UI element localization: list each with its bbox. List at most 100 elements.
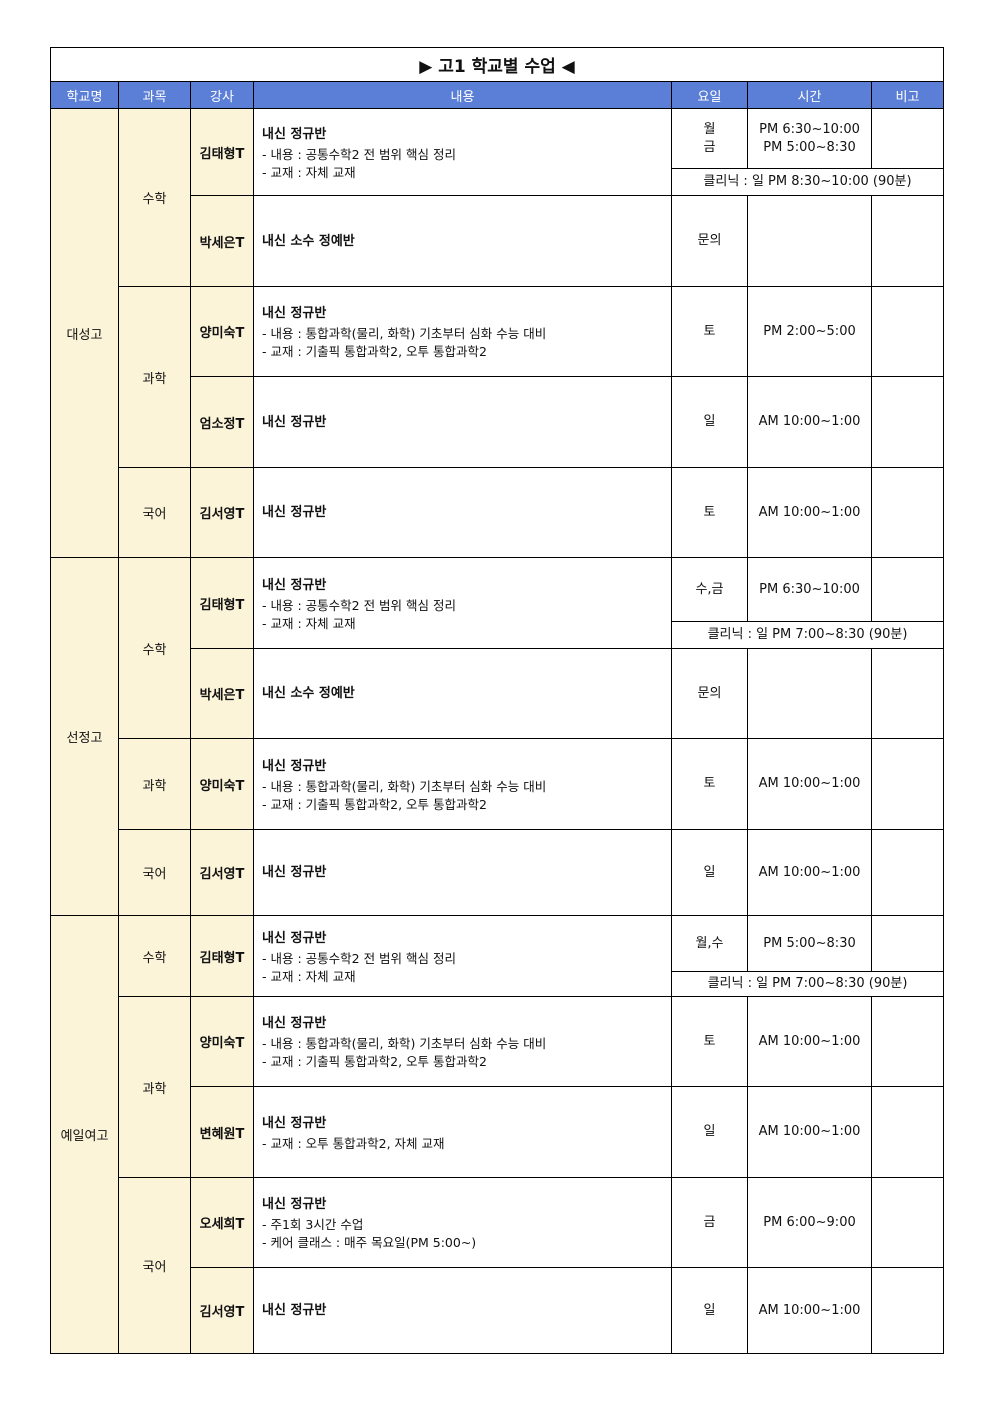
class-detail: - 내용 : 통합과학(물리, 화학) 기초부터 심화 수능 대비: [262, 326, 547, 341]
class-time: PM 5:00~8:30: [747, 915, 872, 972]
class-row: 변혜원T 내신 정규반 - 교재 : 오투 통합과학2, 자체 교재 일 AM 10:0…: [51, 1086, 944, 1178]
teacher-name: 김태형T: [190, 108, 254, 196]
class-day: 월,수: [671, 915, 748, 972]
class-row: 대성고 수학 김태형T 내신 정규반 - 내용 : 공통수학2 전 범위 핵심 정리 - …: [50, 108, 944, 558]
class-title: 내신 정규반: [262, 306, 327, 321]
class-day: 수,금: [671, 557, 748, 622]
class-row: 엄소정T 내신 정규반 일 AM 10:00~1:00: [51, 376, 944, 468]
subject-name: 국어: [118, 467, 191, 558]
class-title: 내신 정규반: [262, 930, 327, 946]
class-note: [871, 1267, 944, 1354]
class-note: [871, 915, 944, 972]
header-note: 비고: [871, 81, 944, 109]
class-row: 김서영T 내신 정규반 일 AM 10:00~1:00: [51, 1267, 944, 1354]
class-time: AM 10:00~1:00: [747, 996, 872, 1087]
class-day: 월 금: [671, 108, 748, 169]
class-detail: - 교재 : 자체 교재: [262, 615, 356, 631]
subject-name: 수학: [118, 557, 191, 739]
class-content: 내신 정규반: [253, 829, 672, 916]
header-subject: 과목: [118, 81, 191, 109]
class-day: 문의: [671, 195, 748, 287]
subject-name: 과학: [118, 286, 191, 468]
subject-name: 국어: [118, 829, 191, 916]
class-day: 일: [671, 1267, 748, 1354]
class-content: 내신 정규반 - 내용 : 통합과학(물리, 화학) 기초부터 심화 수능 대비 -…: [253, 286, 672, 377]
class-detail: - 케어 클래스 : 매주 목요일(PM 5:00~): [262, 1235, 477, 1250]
teacher-name: 양미숙T: [190, 286, 254, 377]
subject-name: 국어: [118, 1177, 191, 1354]
class-row: 국어 김서영T 내신 정규반 토 AM 10:00~1:00: [51, 467, 944, 558]
school-name: 대성고: [50, 108, 119, 558]
table-title: 고1 학교별 수업: [438, 57, 556, 77]
class-note: [871, 376, 944, 468]
school-name: 선정고: [50, 557, 119, 916]
class-row: 선정고 수학 김태형T 내신 정규반 - 내용 : 공통수학2 전 범위 핵심 정리 - …: [50, 557, 944, 916]
class-note: [871, 1177, 944, 1268]
class-content: 내신 정규반: [253, 467, 672, 558]
class-title: 내신 소수 정예반: [262, 686, 355, 701]
class-title: 내신 정규반: [262, 577, 327, 593]
class-row: 예일여고 수학 김태형T 내신 정규반 - 내용 : 공통수학2 전 범위 핵심 정리 -…: [50, 915, 944, 1354]
teacher-name: 박세은T: [190, 195, 254, 287]
clinic-info: 클리닉 : 일 PM 7:00~8:30 (90분): [671, 621, 944, 649]
class-detail: - 교재 : 기출픽 통합과학2, 오투 통합과학2: [262, 344, 487, 359]
class-detail: - 교재 : 기출픽 통합과학2, 오투 통합과학2: [262, 1054, 487, 1069]
class-note: [871, 108, 944, 169]
teacher-name: 김태형T: [190, 915, 254, 997]
class-detail: - 내용 : 공통수학2 전 범위 핵심 정리: [262, 597, 456, 613]
class-time: PM 6:30~10:00 PM 5:00~8:30: [747, 108, 872, 169]
class-time: AM 10:00~1:00: [747, 467, 872, 558]
class-row: 박세은T 내신 소수 정예반 문의: [51, 648, 944, 739]
class-note: [871, 738, 944, 830]
triangle-left-icon: ◀: [561, 57, 575, 77]
teacher-name: 김서영T: [190, 829, 254, 916]
subject-name: 과학: [118, 738, 191, 830]
class-content: 내신 정규반 - 교재 : 오투 통합과학2, 자체 교재: [253, 1086, 672, 1178]
header-school: 학교명: [50, 81, 119, 109]
class-note: [871, 996, 944, 1087]
teacher-name: 변혜원T: [190, 1086, 254, 1178]
class-title: 내신 정규반: [262, 1197, 327, 1212]
class-content: 내신 소수 정예반: [253, 648, 672, 739]
class-content: 내신 정규반 - 내용 : 통합과학(물리, 화학) 기초부터 심화 수능 대비 -…: [253, 996, 672, 1087]
class-note: [871, 829, 944, 916]
class-day: 토: [671, 738, 748, 830]
class-time: AM 10:00~1:00: [747, 1267, 872, 1354]
class-row: 국어 오세희T 내신 정규반 - 주1회 3시간 수업 - 케어 클래스 : 매주 목요…: [51, 1177, 944, 1354]
class-time: PM 6:30~10:00: [747, 557, 872, 622]
subject-name: 과학: [118, 996, 191, 1178]
subject-name: 수학: [118, 108, 191, 287]
class-detail: - 내용 : 통합과학(물리, 화학) 기초부터 심화 수능 대비: [262, 778, 547, 794]
class-time: [747, 195, 872, 287]
class-row: 과학 양미숙T 내신 정규반 - 내용 : 통합과학(물리, 화학) 기초부터 심화 …: [51, 286, 944, 468]
class-detail: - 내용 : 공통수학2 전 범위 핵심 정리: [262, 146, 456, 162]
teacher-name: 김서영T: [190, 467, 254, 558]
triangle-right-icon: ▶: [419, 57, 433, 77]
class-detail: - 교재 : 기출픽 통합과학2, 오투 통합과학2: [262, 796, 487, 812]
class-time: AM 10:00~1:00: [747, 738, 872, 830]
class-title: 내신 정규반: [262, 758, 327, 774]
class-note: [871, 195, 944, 287]
class-time: PM 6:00~9:00: [747, 1177, 872, 1268]
class-schedule-table: ▶ 고1 학교별 수업 ◀ 학교명 과목 강사 내용 요일 시간 비고 대성고 수학 김태형T 내…: [50, 47, 944, 1354]
class-title: 내신 정규반: [262, 505, 327, 520]
class-day: 일: [671, 829, 748, 916]
teacher-name: 엄소정T: [190, 376, 254, 468]
clinic-row: 클리닉 : 일 PM 7:00~8:30 (90분): [51, 621, 944, 649]
class-title: 내신 정규반: [262, 1016, 327, 1031]
class-detail: - 교재 : 자체 교재: [262, 968, 356, 984]
table-title-cell: ▶ 고1 학교별 수업 ◀: [50, 47, 944, 82]
header-content: 내용: [253, 81, 672, 109]
teacher-name: 김태형T: [190, 557, 254, 649]
class-content: 내신 정규반 - 내용 : 통합과학(물리, 화학) 기초부터 심화 수능 대비 -…: [253, 738, 672, 830]
class-row: 박세은T 내신 소수 정예반 문의: [51, 195, 944, 287]
header-teacher: 강사: [190, 81, 254, 109]
class-content: 내신 소수 정예반: [253, 195, 672, 287]
class-time: AM 10:00~1:00: [747, 376, 872, 468]
teacher-name: 양미숙T: [190, 996, 254, 1087]
teacher-name: 박세은T: [190, 648, 254, 739]
class-day: 금: [671, 1177, 748, 1268]
class-row: 국어 김서영T 내신 정규반 일 AM 10:00~1:00: [51, 829, 944, 916]
class-time: AM 10:00~1:00: [747, 829, 872, 916]
class-row: 과학 양미숙T 내신 정규반 - 내용 : 통합과학(물리, 화학) 기초부터 심화 …: [51, 738, 944, 830]
